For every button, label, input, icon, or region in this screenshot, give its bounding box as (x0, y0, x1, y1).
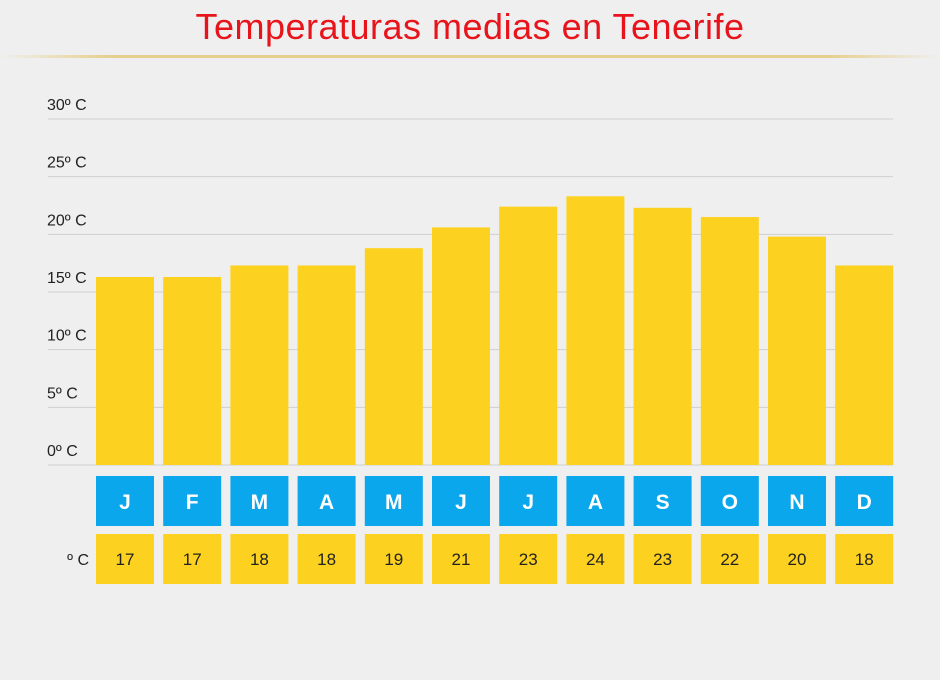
value-box (297, 534, 356, 584)
value-label: 18 (317, 550, 336, 569)
y-tick-label: 25º C (47, 155, 87, 172)
month-box (230, 476, 289, 526)
month-box (566, 476, 625, 526)
value-label: 21 (452, 550, 471, 569)
month-box (163, 476, 222, 526)
y-tick-label: 0º C (47, 443, 78, 460)
month-label: D (857, 491, 872, 514)
month-box (499, 476, 558, 526)
value-label: 17 (116, 550, 135, 569)
value-label: 22 (720, 550, 739, 569)
month-label: A (319, 491, 334, 514)
y-tick-label: 20º C (47, 212, 87, 229)
value-row: º C 17 17 18 18 19 21 23 24 23 22 20 18 (67, 534, 894, 584)
bar (700, 217, 759, 465)
bar (835, 265, 894, 465)
month-label: J (455, 491, 467, 514)
month-label: S (656, 491, 670, 514)
title-divider (0, 55, 940, 58)
value-box (96, 534, 154, 584)
month-box (835, 476, 894, 526)
bar (566, 196, 625, 466)
y-tick-label: 15º C (47, 270, 87, 287)
value-label: 18 (250, 550, 269, 569)
bar (364, 248, 423, 465)
value-row-unit-label: º C (67, 552, 89, 569)
value-label: 18 (855, 550, 874, 569)
month-box (633, 476, 692, 526)
month-box (364, 476, 423, 526)
bar (297, 265, 356, 465)
value-box (566, 534, 625, 584)
value-label: 23 (653, 550, 672, 569)
value-label: 20 (788, 550, 807, 569)
y-tick-label: 5º C (47, 385, 78, 402)
value-box (364, 534, 423, 584)
value-box (432, 534, 490, 584)
value-box (163, 534, 222, 584)
y-tick-label: 30º C (47, 97, 87, 114)
month-box (297, 476, 356, 526)
bar (432, 227, 490, 465)
value-box (633, 534, 692, 584)
bar (96, 277, 154, 465)
month-box (96, 476, 154, 526)
y-tick-label: 10º C (47, 328, 87, 345)
month-box (432, 476, 490, 526)
month-label: J (119, 491, 131, 514)
bar (230, 265, 289, 465)
value-label: 24 (586, 550, 605, 569)
month-label: F (186, 491, 199, 514)
month-label: A (588, 491, 603, 514)
month-box (768, 476, 826, 526)
value-box (499, 534, 558, 584)
month-label: M (385, 491, 403, 514)
value-box (230, 534, 289, 584)
month-box (700, 476, 759, 526)
value-box (768, 534, 826, 584)
bar (499, 206, 558, 466)
bar (633, 207, 692, 465)
value-box (835, 534, 894, 584)
value-label: 23 (519, 550, 538, 569)
month-label: N (789, 491, 804, 514)
month-label: J (522, 491, 534, 514)
y-axis-ticks: 0º C 5º C 10º C 15º C 20º C 25º C 30º C (47, 97, 87, 460)
value-box (700, 534, 759, 584)
month-label: O (722, 491, 738, 514)
value-label: 19 (384, 550, 403, 569)
month-label: M (251, 491, 269, 514)
chart-title: Temperaturas medias en Tenerife (195, 6, 745, 47)
value-label: 17 (183, 550, 202, 569)
bar-layer (96, 196, 894, 466)
bar (768, 236, 826, 465)
bar (163, 277, 222, 465)
